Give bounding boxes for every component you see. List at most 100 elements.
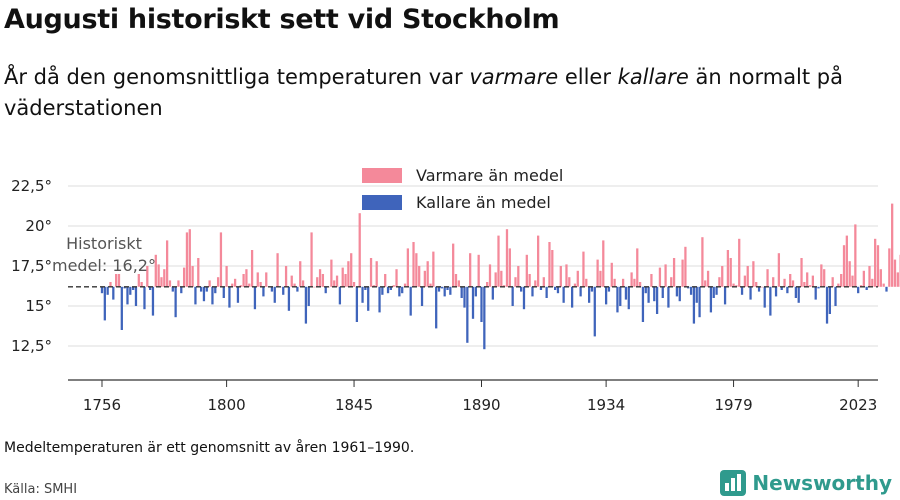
bar-cold [435,286,438,329]
bar-cold [692,286,696,324]
bar-warm [508,248,511,287]
x-tick-label: 1756 [83,396,121,414]
bar-warm [146,266,149,287]
bar-warm [576,270,579,287]
bar-cold [262,286,265,297]
bar-warm [341,267,344,287]
bar-cold [103,286,106,321]
bar-warm [729,258,732,287]
bar-cold [562,286,565,303]
bar-warm [820,264,823,287]
legend-label-warm: Varmare än medel [416,166,563,185]
bar-cold [857,286,860,294]
bar-warm [542,277,545,287]
bar-cold [401,286,404,294]
bar-cold [100,286,104,294]
bar-warm [684,246,687,287]
brand-logo[interactable]: Newsworthy [720,470,892,496]
bar-cold [324,286,327,294]
bar-warm [452,243,455,287]
bar-cold [545,286,548,298]
bar-warm [599,270,602,287]
bar-cold [132,286,135,290]
bar-cold [367,286,370,311]
bar-warm [610,262,613,287]
bar-cold [797,286,800,303]
bar-warm [840,274,843,287]
bar-warm [191,266,194,287]
bar-warm [250,250,254,287]
bar-cold [687,286,690,289]
bar-warm [528,274,531,287]
bar-warm [548,242,551,287]
y-axis-ticks: 12,5° 15° 17,5° 20° 22,5° [11,177,52,355]
bar-warm [746,266,749,287]
bar-warm [423,270,426,287]
bar-cold [307,286,310,306]
bar-cold [471,286,475,319]
bar-warm [585,278,588,287]
bar-warm [783,278,786,287]
bar-warm [358,213,361,287]
bar-cold [474,286,477,297]
bar-warm [681,259,684,287]
bar-cold [214,286,217,294]
bar-warm [372,285,376,287]
bar-warm [497,235,500,287]
bar-cold [443,286,446,297]
bar-warm [613,278,616,287]
bar-cold [539,286,543,290]
bar-cold [653,286,656,302]
bar-cold [531,286,534,297]
bar-warm [299,261,302,287]
bar-cold [180,286,183,294]
bar-cold [364,286,367,290]
subtitle-emphasis-cold: kallare [617,65,689,89]
historical-mean-label-line-1: Historiskt [66,234,142,253]
bar-warm [165,240,169,287]
bar-cold [604,286,608,305]
bar-warm [882,283,885,287]
bar-warm [803,282,806,287]
bar-cold [757,286,761,292]
bar-warm [565,264,568,287]
bar-warm [621,278,625,287]
bar-warm [432,251,435,287]
bar-warm [888,248,891,287]
bar-cold [361,286,364,303]
bar-warm [596,259,599,287]
bar-warm [862,270,865,287]
bar-warm [842,245,846,287]
bar-cold [194,286,197,305]
bar-warm [454,274,458,287]
bar-warm [369,258,373,287]
x-tick-label: 1934 [587,396,625,414]
bar-warm [233,278,237,287]
legend-swatch-cold [362,195,402,210]
bar-warm [395,269,398,287]
subtitle-part-2: eller [558,65,618,89]
bar-cold [678,286,681,302]
bar-warm [706,270,710,287]
subtitle-emphasis-warm: varmare [469,65,559,89]
bar-warm [672,258,676,287]
bar-cold [607,286,611,292]
bar-warm [392,285,395,287]
bar-cold [709,286,713,313]
y-tick-label: 12,5° [11,337,52,355]
bar-warm [573,283,577,287]
bar-cold [554,286,557,290]
bar-warm [638,282,642,287]
bar-warm [760,286,764,288]
bar-cold [174,286,177,318]
bar-cold [129,286,132,295]
bar-cold [619,286,622,306]
bar-warm [602,240,605,287]
bar-cold [786,286,789,294]
bar-cold [698,286,701,318]
bar-cold [398,286,401,297]
bar-cold [483,286,486,350]
subtitle-part-3: än normalt på väderstationen [4,65,843,120]
bar-warm [505,229,509,287]
bar-warm [477,254,480,287]
